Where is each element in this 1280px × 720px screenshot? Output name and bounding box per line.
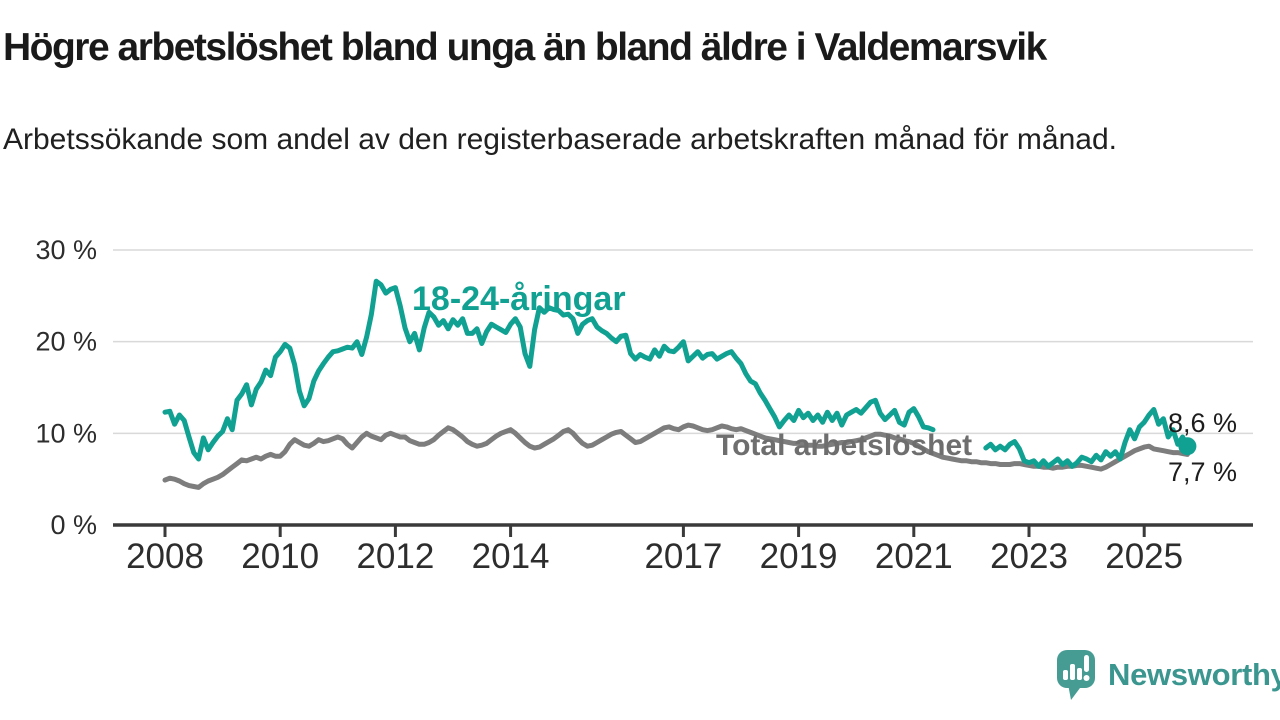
- value-label-youth: 8,6 %: [1168, 408, 1237, 438]
- brand-name: Newsworthy: [1108, 657, 1280, 692]
- page-title: Högre arbetslöshet bland unga än bland ä…: [3, 26, 1047, 69]
- x-tick-label: 2008: [126, 537, 204, 576]
- series-line-total: [162, 422, 1190, 490]
- y-tick-label: 0 %: [50, 510, 97, 540]
- gridlines: [113, 249, 1253, 527]
- series-label-youth: 18-24-åringar: [412, 280, 626, 318]
- series-label-total: Total arbetslöshet: [716, 429, 972, 462]
- x-tick-label: 2025: [1105, 537, 1183, 576]
- x-tick-label: 2017: [644, 537, 722, 576]
- last-point-marker: [1178, 437, 1197, 456]
- value-label-total: 7,7 %: [1168, 457, 1237, 487]
- x-tick-label: 2023: [990, 537, 1068, 576]
- series-line-youth: [162, 278, 1190, 469]
- y-tick-label: 30 %: [35, 235, 97, 265]
- x-tick-label: 2012: [356, 537, 434, 576]
- newsworthy-logo-icon: [1057, 650, 1095, 700]
- x-axis: 2008 2010 2012 2014 2017 2019 2021 2023 2025: [126, 525, 1183, 576]
- x-tick-label: 2019: [760, 537, 838, 576]
- y-axis-labels: 0 % 10 % 20 % 30 %: [35, 235, 97, 540]
- x-tick-label: 2021: [875, 537, 953, 576]
- x-tick-label: 2010: [241, 537, 319, 576]
- series-lines: [162, 278, 1190, 490]
- y-tick-label: 10 %: [35, 418, 97, 448]
- brand: Newsworthy: [1056, 649, 1280, 709]
- page-subtitle: Arbetssökande som andel av den registerb…: [3, 123, 1117, 156]
- y-tick-label: 20 %: [35, 327, 97, 357]
- x-tick-label: 2014: [472, 537, 550, 576]
